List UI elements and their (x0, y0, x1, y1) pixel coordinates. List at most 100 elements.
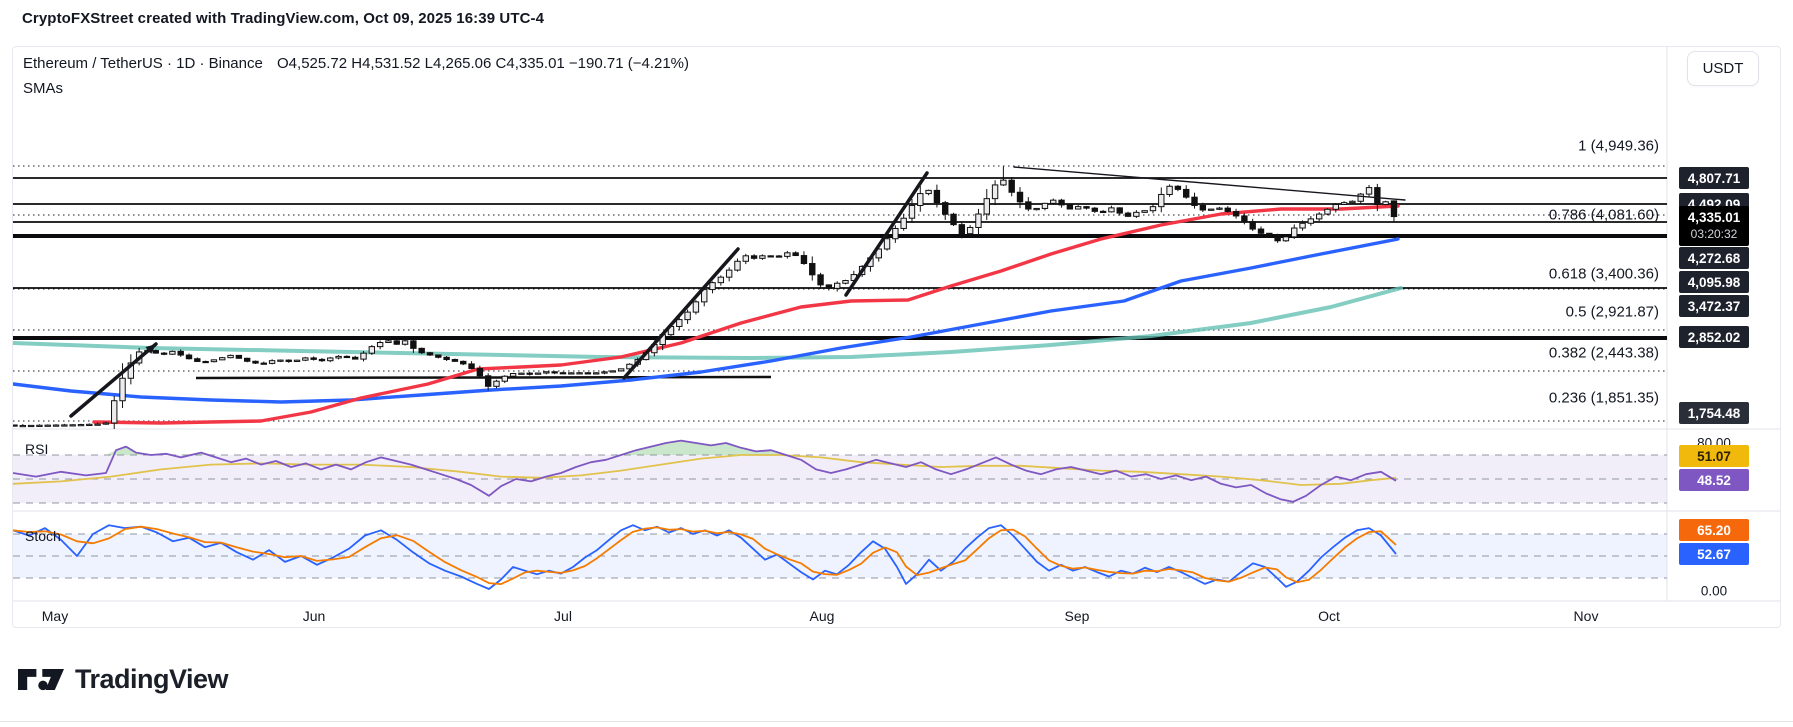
candle-body (734, 260, 741, 271)
candle-body (426, 352, 434, 356)
month-label: Nov (1573, 608, 1599, 624)
candle-body (1349, 200, 1356, 204)
candle-body (1390, 200, 1398, 218)
candle-body (1116, 207, 1123, 214)
candle-body (1241, 215, 1248, 223)
candle-body (900, 217, 907, 229)
candle-body (343, 355, 351, 359)
rsi-ma-line[interactable] (13, 454, 1397, 486)
candle-body (767, 255, 774, 258)
stoch-d-line[interactable] (13, 525, 1397, 585)
stoch-pane-label[interactable]: Stoch (25, 528, 61, 544)
ohlc-values: O4,525.72 H4,531.52 L4,265.06 C4,335.01 … (277, 55, 690, 72)
bottom-divider (0, 721, 1793, 722)
candle-body (833, 282, 841, 289)
price-level-badge: 4,095.98 (1679, 271, 1749, 293)
candle-body (908, 204, 916, 219)
month-label: Sep (1064, 608, 1090, 624)
rsi-pane-label[interactable]: RSI (25, 441, 49, 457)
sma-fast-line[interactable] (92, 204, 1400, 425)
axis-tick: 0.00 (1700, 583, 1728, 599)
candle-body (1365, 187, 1373, 195)
candle-body (111, 400, 118, 424)
candle-body (1174, 185, 1182, 190)
trendline[interactable] (844, 171, 929, 297)
candle-body (194, 358, 201, 362)
sma-mid-line[interactable] (13, 237, 1400, 404)
candle-body (260, 362, 268, 365)
indicator-legend[interactable]: SMAs (23, 80, 64, 97)
candle-body (1382, 201, 1389, 206)
fib-label: 0.236 (1,851.35) (1548, 389, 1659, 407)
candle-body (725, 269, 733, 278)
chart-legend[interactable]: Ethereum / TetherUS · 1D · Binance O4,52… (23, 55, 689, 72)
rsi-line[interactable] (13, 439, 1397, 503)
chart-plot-area[interactable] (13, 47, 1781, 628)
trendline[interactable] (1013, 166, 1406, 201)
candle-body (1166, 185, 1173, 195)
candle-body (759, 255, 766, 259)
candle-body (958, 224, 966, 235)
candle-body (219, 357, 226, 361)
candle-body (933, 189, 941, 204)
candle-body (559, 372, 567, 375)
candle-body (717, 276, 725, 284)
candle-body (1149, 206, 1157, 212)
candle-body (1133, 211, 1140, 217)
candle-body (1232, 211, 1240, 217)
candle-body (509, 373, 517, 377)
candle-body (1282, 236, 1290, 242)
candle-body (883, 238, 891, 250)
fib-label: 0.786 (4,081.60) (1548, 206, 1659, 224)
candle-body (1199, 204, 1207, 211)
chart-card: Ethereum / TetherUS · 1D · Binance O4,52… (12, 46, 1781, 628)
candle-body (609, 370, 617, 373)
candle-body (543, 371, 550, 374)
candle-body (1374, 187, 1381, 206)
candle-body (617, 368, 625, 372)
candle-body (1066, 204, 1074, 210)
candle-body (1108, 207, 1115, 213)
tradingview-logo[interactable]: TradingView (18, 664, 229, 695)
support-line[interactable] (195, 375, 772, 380)
fib-label: 1 (4,949.36) (1578, 137, 1659, 155)
candle-body (1315, 213, 1323, 220)
sma-slow-line[interactable] (13, 286, 1403, 360)
candle-body (750, 255, 758, 259)
currency-toggle-button[interactable]: USDT (1687, 51, 1759, 86)
candle-body (177, 350, 184, 356)
price-level-badge: 2,852.02 (1679, 326, 1749, 348)
candle-body (1266, 232, 1273, 236)
candle-body (268, 360, 276, 364)
price-level-badge: 1,754.48 (1679, 402, 1749, 424)
candle-body (1291, 227, 1298, 238)
candle-body (966, 226, 974, 235)
candle-body (77, 424, 85, 427)
candle-body (584, 372, 592, 375)
candle-body (86, 423, 93, 427)
candle-body (534, 372, 542, 375)
rsi-value-badge: 51.07 (1679, 445, 1749, 467)
candle-body (443, 356, 450, 361)
candle-body (19, 424, 27, 428)
candle-body (435, 354, 442, 358)
candle-body (352, 356, 359, 360)
trendline[interactable] (69, 342, 158, 418)
candle-body (368, 346, 376, 354)
stoch-k-line[interactable] (13, 524, 1397, 590)
candle-body (601, 371, 608, 374)
candle-body (917, 193, 924, 206)
candle-body (742, 255, 749, 262)
candle-body (210, 359, 218, 363)
candle-body (942, 202, 949, 215)
candle-body (119, 377, 126, 402)
candle-body (460, 360, 467, 365)
candle-body (1016, 191, 1024, 203)
candle-body (401, 340, 409, 345)
candle-body (875, 248, 882, 259)
candle-body (501, 375, 508, 382)
candle-body (551, 371, 558, 374)
candle-body (1158, 193, 1165, 208)
candle-body (1058, 199, 1065, 206)
trendline[interactable] (622, 247, 740, 380)
